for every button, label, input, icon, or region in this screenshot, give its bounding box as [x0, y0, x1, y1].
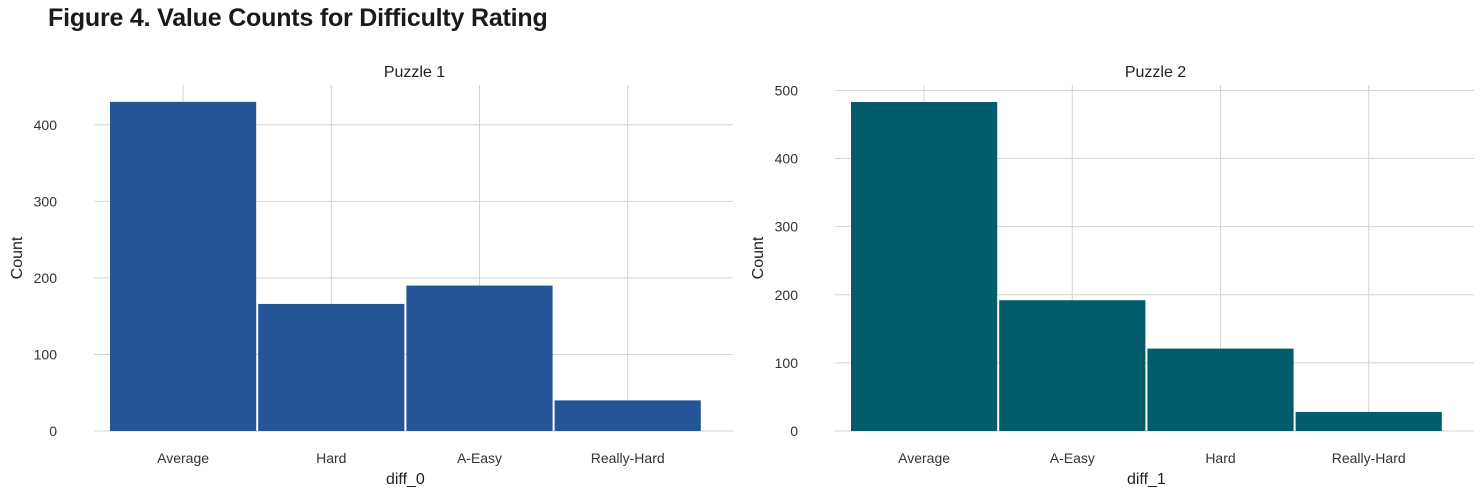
y-tick-label: 200: [34, 270, 58, 286]
y-tick-label: 300: [34, 193, 58, 209]
x-tick-label: Really-Hard: [1332, 450, 1406, 466]
y-tick-label: 0: [790, 423, 798, 439]
y-tick-label: 200: [775, 287, 799, 303]
bar-hard: [258, 303, 405, 431]
y-tick-label: 0: [49, 423, 57, 439]
figure-title: Figure 4. Value Counts for Difficulty Ra…: [48, 4, 548, 32]
bar-really-hard: [1295, 411, 1442, 431]
y-tick-label: 400: [775, 151, 799, 167]
chart-panel-puzzle-1: 0 100 200 300 400 Average Hard A-Easy Really-Har…: [9, 64, 733, 488]
y-tick-label: 100: [34, 346, 58, 362]
y-tick-label: 300: [775, 219, 799, 235]
bar-a-easy: [406, 285, 553, 431]
x-axis-label: diff_0: [386, 471, 425, 488]
x-tick-label: A-Easy: [1050, 450, 1095, 466]
x-tick-label: A-Easy: [457, 450, 502, 466]
chart-panel-puzzle-2: 0 100 200 300 400 500 Average A-Easy Hard Really-…: [750, 64, 1474, 488]
y-tick-label: 500: [775, 82, 799, 98]
x-tick-label: Hard: [1205, 450, 1235, 466]
panel-title: Puzzle 1: [384, 64, 445, 81]
bar-average: [110, 101, 257, 432]
panel-title: Puzzle 2: [1125, 64, 1186, 81]
bar-hard: [1147, 348, 1294, 431]
x-tick-label: Really-Hard: [591, 450, 665, 466]
bar-a-easy: [999, 300, 1146, 431]
bar-really-hard: [554, 400, 701, 431]
y-tick-label: 100: [775, 355, 799, 371]
bar-average: [851, 102, 998, 431]
y-tick-label: 400: [34, 117, 58, 133]
x-tick-label: Average: [157, 450, 209, 466]
x-axis-label: diff_1: [1127, 471, 1166, 488]
y-axis-label: Count: [750, 236, 767, 279]
x-tick-label: Average: [898, 450, 950, 466]
x-tick-label: Hard: [316, 450, 346, 466]
y-axis-label: Count: [9, 236, 26, 279]
